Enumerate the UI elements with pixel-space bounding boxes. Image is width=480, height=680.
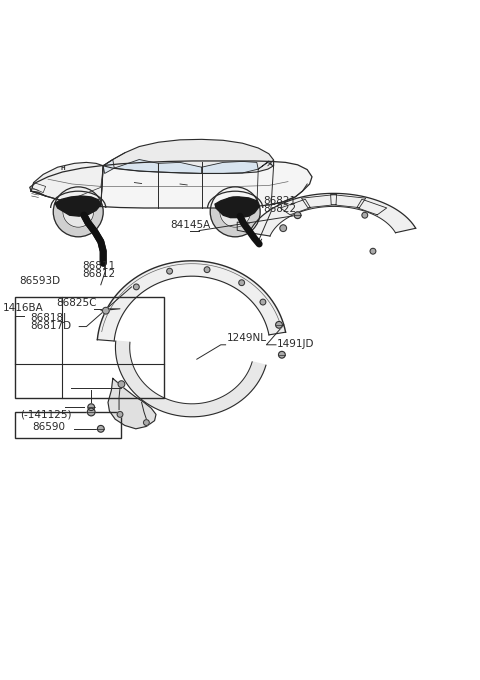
Text: 86817D: 86817D: [30, 321, 71, 331]
Circle shape: [167, 269, 172, 274]
Circle shape: [370, 248, 376, 254]
Circle shape: [133, 284, 139, 290]
Polygon shape: [116, 341, 266, 417]
Circle shape: [276, 322, 282, 328]
Text: 86825C: 86825C: [57, 298, 97, 308]
Polygon shape: [97, 261, 286, 341]
Polygon shape: [30, 161, 312, 208]
Circle shape: [294, 212, 301, 218]
Text: 86590: 86590: [33, 422, 66, 432]
Circle shape: [97, 426, 104, 432]
Circle shape: [88, 404, 95, 411]
Polygon shape: [108, 378, 156, 429]
Polygon shape: [31, 163, 103, 207]
Text: 86821: 86821: [263, 196, 296, 206]
Circle shape: [204, 267, 210, 273]
Text: 1491JD: 1491JD: [277, 339, 314, 349]
Circle shape: [278, 352, 285, 358]
Polygon shape: [249, 193, 416, 236]
Circle shape: [63, 197, 94, 227]
Circle shape: [117, 411, 123, 418]
Circle shape: [144, 420, 149, 426]
Text: 86811: 86811: [83, 261, 116, 271]
Text: 86812: 86812: [83, 269, 116, 279]
Polygon shape: [114, 160, 158, 172]
Text: 84145A: 84145A: [170, 220, 211, 230]
Polygon shape: [55, 196, 101, 216]
Polygon shape: [103, 139, 274, 173]
Circle shape: [260, 299, 266, 305]
Polygon shape: [202, 161, 258, 173]
Text: H: H: [60, 166, 65, 171]
Circle shape: [239, 280, 244, 286]
Polygon shape: [158, 163, 202, 173]
Circle shape: [362, 212, 368, 218]
Text: 86822: 86822: [263, 204, 296, 214]
Text: 1416BA: 1416BA: [2, 303, 43, 313]
Polygon shape: [103, 160, 114, 173]
Circle shape: [220, 197, 251, 227]
Text: (-141125): (-141125): [20, 409, 72, 419]
Text: 86593D: 86593D: [19, 276, 60, 286]
Polygon shape: [258, 161, 273, 169]
Circle shape: [103, 307, 109, 314]
Bar: [15, 296, 164, 398]
Text: 1249NL: 1249NL: [227, 333, 266, 343]
Polygon shape: [215, 197, 259, 218]
Bar: [15, 412, 121, 439]
Circle shape: [280, 225, 287, 231]
Circle shape: [53, 187, 103, 237]
Circle shape: [210, 187, 260, 237]
Text: 86818J: 86818J: [30, 313, 66, 323]
Circle shape: [118, 381, 125, 388]
Circle shape: [87, 408, 95, 416]
